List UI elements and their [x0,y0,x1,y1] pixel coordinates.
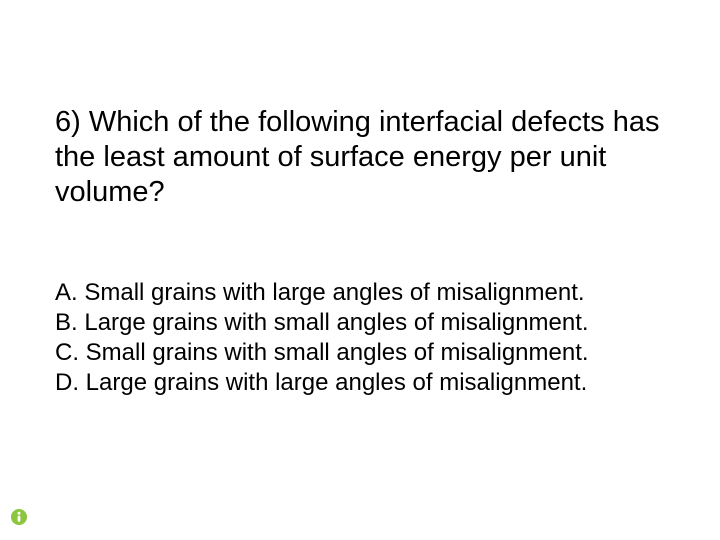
option-c: C. Small grains with small angles of mis… [55,338,675,368]
question-text: 6) Which of the following interfacial de… [55,105,675,209]
options-list: A. Small grains with large angles of mis… [55,278,675,398]
option-d: D. Large grains with large angles of mis… [55,368,675,398]
option-b: B. Large grains with small angles of mis… [55,308,675,338]
brand-logo-icon [10,508,28,526]
option-a: A. Small grains with large angles of mis… [55,278,675,308]
slide-container: 6) Which of the following interfacial de… [0,0,720,540]
